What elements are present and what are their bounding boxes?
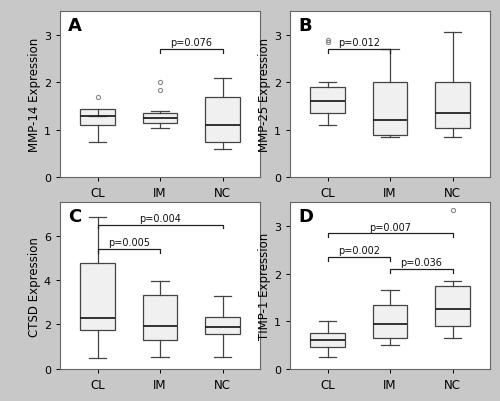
Text: D: D [298,208,313,226]
Text: p=0.012: p=0.012 [338,38,380,48]
PathPatch shape [206,97,240,142]
Text: p=0.076: p=0.076 [170,38,212,48]
Text: p=0.005: p=0.005 [108,238,150,247]
Y-axis label: MMP-14 Expression: MMP-14 Expression [28,38,41,152]
Text: C: C [68,208,81,226]
Text: p=0.002: p=0.002 [338,246,380,256]
PathPatch shape [436,83,470,128]
Text: p=0.004: p=0.004 [139,213,181,223]
PathPatch shape [373,305,407,338]
PathPatch shape [143,114,177,124]
PathPatch shape [143,295,177,340]
Text: A: A [68,17,82,35]
PathPatch shape [80,264,114,330]
PathPatch shape [310,333,344,348]
PathPatch shape [373,83,407,136]
PathPatch shape [80,109,114,126]
Y-axis label: CTSD Expression: CTSD Expression [28,236,41,336]
Y-axis label: TIMP-1 Expression: TIMP-1 Expression [258,233,271,339]
PathPatch shape [436,286,470,326]
Y-axis label: MMP-25 Expression: MMP-25 Expression [258,38,271,152]
Text: p=0.007: p=0.007 [369,222,411,232]
PathPatch shape [310,88,344,114]
PathPatch shape [206,317,240,334]
Text: B: B [298,17,312,35]
Text: p=0.036: p=0.036 [400,257,442,267]
